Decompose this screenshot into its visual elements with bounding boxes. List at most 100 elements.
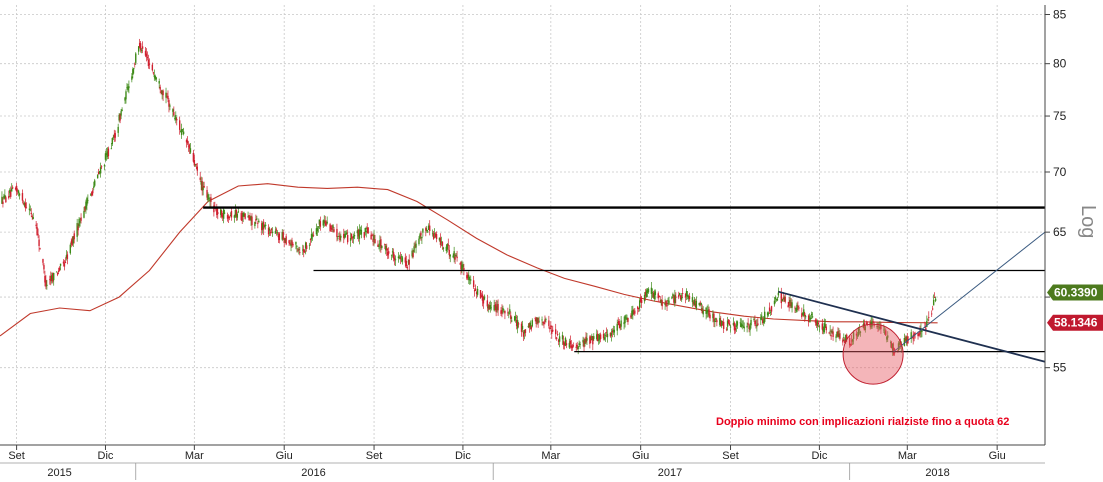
- candle-body: [120, 111, 122, 116]
- candle-body: [339, 235, 341, 241]
- candle-body: [28, 208, 30, 210]
- candle-body: [235, 209, 238, 217]
- candle-body: [497, 304, 499, 311]
- candle-body: [263, 225, 266, 227]
- candle-body: [803, 309, 805, 316]
- candle-body: [412, 252, 414, 257]
- candle-body: [918, 334, 920, 336]
- y-tick-label: 70: [1053, 165, 1067, 179]
- candle-body: [932, 299, 935, 306]
- candle-body: [15, 185, 18, 192]
- candle-body: [462, 264, 464, 268]
- candle-body: [78, 218, 80, 227]
- candle-body: [788, 301, 790, 306]
- candle-body: [30, 212, 32, 215]
- candle-body: [544, 319, 546, 322]
- candle-body: [673, 295, 675, 303]
- candle-body: [209, 199, 211, 202]
- candle-body: [370, 234, 372, 240]
- candle-body: [562, 341, 565, 345]
- ma-value: 58.1346: [1054, 316, 1098, 330]
- candle-body: [569, 340, 572, 345]
- candle-body: [884, 331, 886, 335]
- candle-body: [596, 334, 598, 340]
- candle-body: [504, 310, 506, 314]
- candle-body: [797, 306, 799, 308]
- candle-body: [707, 309, 709, 313]
- candle-body: [702, 310, 704, 315]
- candle-body: [168, 100, 170, 107]
- candle-body: [808, 317, 811, 319]
- candle-body: [377, 244, 379, 247]
- candle-body: [128, 86, 130, 89]
- candle-body: [736, 321, 739, 326]
- candle-body: [284, 238, 286, 241]
- candle-body: [415, 243, 417, 248]
- candle-body: [543, 322, 545, 325]
- candle-body: [318, 219, 321, 225]
- candle-body: [346, 232, 348, 234]
- candle-body: [767, 312, 770, 314]
- candle-body: [531, 320, 533, 327]
- candle-body: [310, 234, 313, 239]
- candle-body: [17, 190, 20, 194]
- candle-body: [73, 233, 75, 240]
- candle-body: [23, 202, 26, 206]
- candle-body: [654, 291, 657, 295]
- candle-body: [476, 288, 479, 295]
- candle-body: [188, 144, 191, 149]
- candle-body: [303, 249, 305, 253]
- candle-body: [624, 315, 626, 324]
- candle-body: [264, 224, 267, 226]
- candle-body: [434, 233, 437, 237]
- candle-body: [38, 239, 40, 246]
- candle-body: [319, 221, 322, 227]
- levels-layer: [203, 206, 1045, 353]
- candle-body: [511, 320, 513, 322]
- candle-body: [449, 254, 451, 257]
- candle-body: [708, 309, 710, 316]
- candle-body: [381, 245, 383, 248]
- candle-body: [261, 223, 263, 231]
- candle-body: [228, 217, 231, 219]
- candle-body: [379, 240, 381, 246]
- candle-body: [405, 260, 407, 267]
- candle-body: [161, 90, 163, 95]
- candle-body: [886, 336, 888, 340]
- candle-body: [878, 327, 880, 329]
- candle-body: [117, 126, 119, 133]
- candle-body: [550, 325, 552, 327]
- candle-body: [160, 91, 162, 93]
- candle-body: [431, 233, 434, 235]
- candle-body: [836, 331, 838, 337]
- candle-body: [678, 294, 680, 298]
- candle-body: [251, 216, 253, 226]
- candle-body: [4, 195, 6, 199]
- candle-body: [824, 324, 826, 328]
- candle-body: [185, 139, 188, 143]
- candle-body: [250, 216, 252, 221]
- candle-body: [254, 221, 256, 227]
- candle-body: [203, 185, 205, 188]
- candle-body: [680, 295, 682, 300]
- candle-body: [91, 191, 93, 196]
- candle-body: [80, 217, 82, 221]
- candle-body: [202, 187, 204, 191]
- candle-body: [387, 251, 389, 256]
- candle-body: [77, 226, 79, 231]
- candle-body: [481, 294, 484, 301]
- candle-body: [586, 338, 588, 341]
- candle-body: [652, 292, 655, 298]
- candle-body: [352, 235, 355, 239]
- candle-body: [243, 213, 245, 217]
- candle-body: [761, 315, 763, 318]
- candle-body: [96, 174, 99, 179]
- candle-body: [199, 177, 201, 180]
- candle-body: [807, 315, 810, 323]
- candle-body: [921, 330, 923, 332]
- candle-body: [903, 337, 906, 346]
- candle-body: [340, 235, 342, 238]
- candle-body: [865, 323, 867, 324]
- candle-body: [726, 320, 729, 327]
